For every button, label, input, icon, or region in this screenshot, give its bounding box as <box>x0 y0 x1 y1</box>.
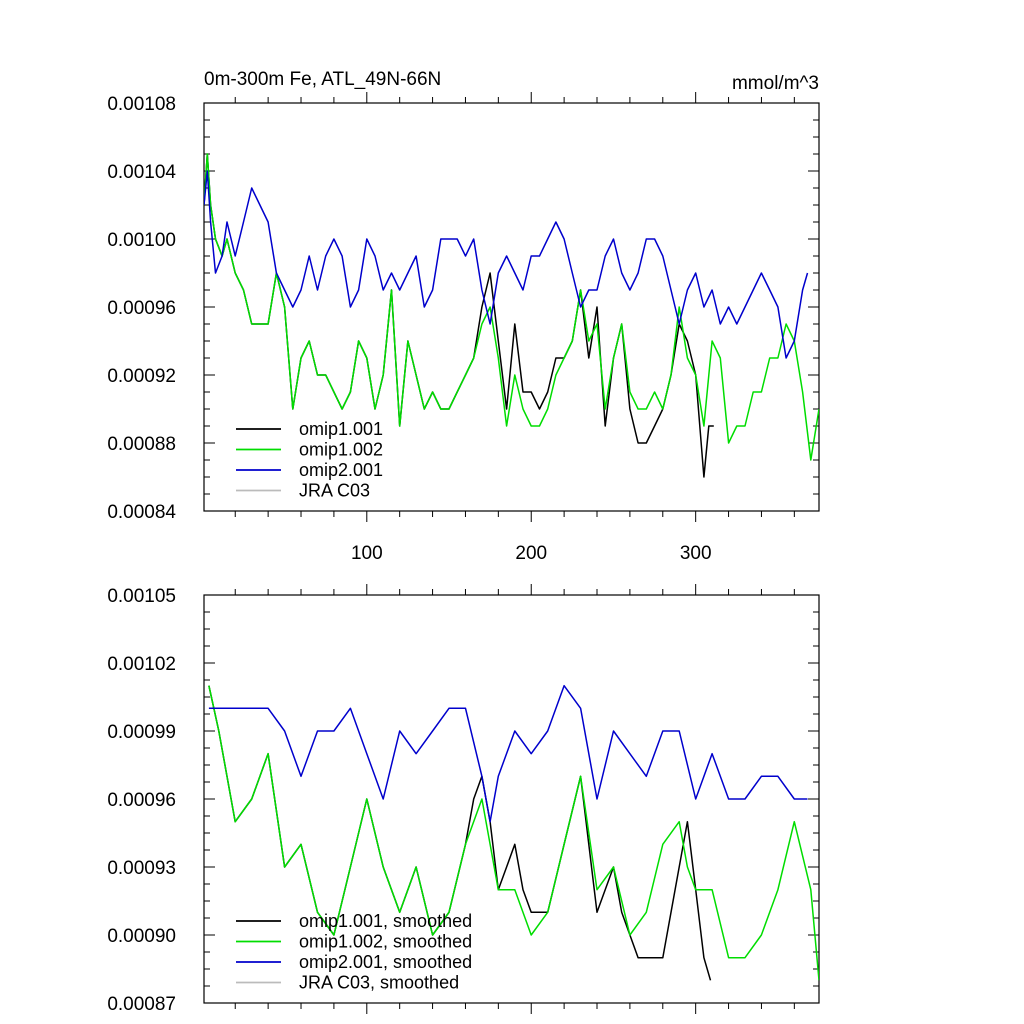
y-tick-label: 0.00096 <box>107 298 176 319</box>
legend-label: omip2.001 <box>299 460 383 480</box>
y-tick-label: 0.00096 <box>107 790 176 811</box>
legend-label: omip1.002, smoothed <box>299 932 472 952</box>
x-tick-label: 300 <box>680 543 712 564</box>
series-line-omip2-001-smoothed <box>208 684 808 823</box>
x-tick-label: 200 <box>515 543 547 564</box>
legend-label: omip1.001 <box>299 419 383 439</box>
y-tick-label: 0.00084 <box>107 502 176 523</box>
y-tick-label: 0.00108 <box>107 94 176 115</box>
units-label: mmol/m^3 <box>732 73 819 94</box>
y-tick-label: 0.00092 <box>107 366 176 387</box>
plot-frame <box>203 102 820 512</box>
y-tick-label: 0.00105 <box>107 586 176 607</box>
y-tick-label: 0.00104 <box>107 162 176 183</box>
plot-frame <box>203 594 820 1004</box>
legend-label: omip1.001, smoothed <box>299 911 472 931</box>
series-line-omip1-002-smoothed <box>208 685 819 981</box>
y-tick-label: 0.00093 <box>107 858 176 879</box>
y-tick-label: 0.00088 <box>107 434 176 455</box>
series-line-omip1-002 <box>204 153 819 461</box>
series-line-omip2-001 <box>204 170 809 359</box>
chart-title: 0m-300m Fe, ATL_49N-66N <box>204 69 441 90</box>
legend-label: omip1.002 <box>299 440 383 460</box>
y-tick-label: 0.00087 <box>107 994 176 1015</box>
legend-label: omip2.001, smoothed <box>299 952 472 972</box>
y-tick-label: 0.00100 <box>107 230 176 251</box>
y-tick-label: 0.00090 <box>107 926 176 947</box>
bottom-panel: 0.00087 0.00090 0.00093 0.00096 0.00099 0.001… <box>107 584 820 1015</box>
x-tick-label: 100 <box>351 543 383 564</box>
y-tick-label: 0.00102 <box>107 654 176 675</box>
y-tick-label: 0.00099 <box>107 722 176 743</box>
legend-label: JRA C03 <box>299 481 370 501</box>
top-panel: 0.00084 0.00088 0.00092 0.00096 0.00100 0.001… <box>107 69 820 564</box>
legend-label: JRA C03, smoothed <box>299 973 459 993</box>
